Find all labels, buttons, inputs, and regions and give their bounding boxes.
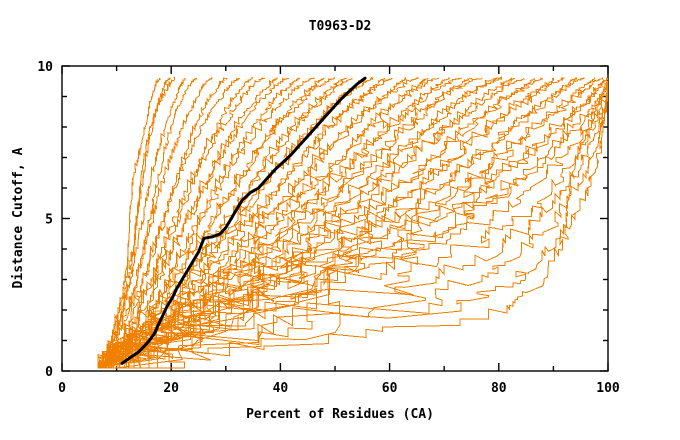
series-curve <box>98 77 585 369</box>
x-axis-label: Percent of Residues (CA) <box>246 407 434 422</box>
series-curve <box>97 96 608 368</box>
series-curve <box>98 77 353 369</box>
series-curve <box>98 76 407 369</box>
series-curve <box>97 77 315 368</box>
x-axis-ticks <box>61 66 609 371</box>
series-curve <box>98 76 254 369</box>
chart-title: T0963-D2 <box>309 19 372 34</box>
y-axis-ticks <box>62 65 608 372</box>
y-tick-label: 10 <box>37 60 53 75</box>
reference-curve-path <box>120 76 367 365</box>
x-tick-label: 20 <box>163 381 179 396</box>
series-curve <box>98 83 608 369</box>
x-tick-label: 100 <box>596 381 620 396</box>
series-curve <box>98 84 608 369</box>
series-curve <box>98 77 387 369</box>
series-curve <box>97 78 240 368</box>
series-curve <box>98 77 197 369</box>
series-curve <box>98 77 596 369</box>
x-tick-label: 60 <box>382 381 398 396</box>
series-curve <box>98 77 290 369</box>
series-curve <box>98 77 608 369</box>
x-tick-label: 80 <box>491 381 507 396</box>
series-curve <box>98 80 608 369</box>
series-curve <box>98 77 393 369</box>
series-curve <box>98 76 213 369</box>
series-curve <box>98 76 565 369</box>
y-axis-label: Distance Cutoff, A <box>11 147 26 288</box>
series-curve <box>98 77 498 369</box>
series-curve <box>98 77 462 369</box>
series-curve <box>98 77 265 369</box>
reference-curve <box>120 76 367 365</box>
series-curve <box>98 90 608 369</box>
y-tick-label: 0 <box>45 365 53 380</box>
series-curve <box>98 77 554 369</box>
x-tick-label: 40 <box>273 381 289 396</box>
series-curve <box>98 77 608 369</box>
x-axis-tick-labels: 0 20 40 60 80 100 <box>58 381 620 396</box>
series-curve <box>98 76 543 369</box>
y-tick-label: 5 <box>45 213 53 228</box>
series-curves <box>97 76 608 369</box>
y-axis-tick-labels: 0 5 10 <box>37 60 53 380</box>
series-curve <box>98 77 325 369</box>
series-curve <box>98 77 483 369</box>
series-curve <box>98 77 336 369</box>
x-tick-label: 0 <box>58 381 66 396</box>
series-curve <box>97 77 171 368</box>
series-curve <box>97 77 439 368</box>
series-curve <box>98 77 526 369</box>
series-curve <box>98 77 186 369</box>
series-curve <box>98 76 604 369</box>
